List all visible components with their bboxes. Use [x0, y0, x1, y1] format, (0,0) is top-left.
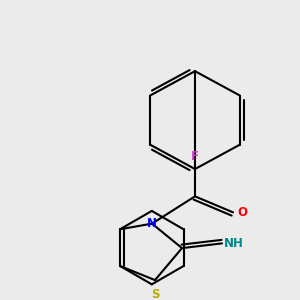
Text: O: O — [237, 206, 247, 219]
Text: N: N — [147, 217, 157, 230]
Text: F: F — [191, 150, 199, 163]
Text: NH: NH — [224, 237, 244, 250]
Text: S: S — [151, 288, 159, 300]
